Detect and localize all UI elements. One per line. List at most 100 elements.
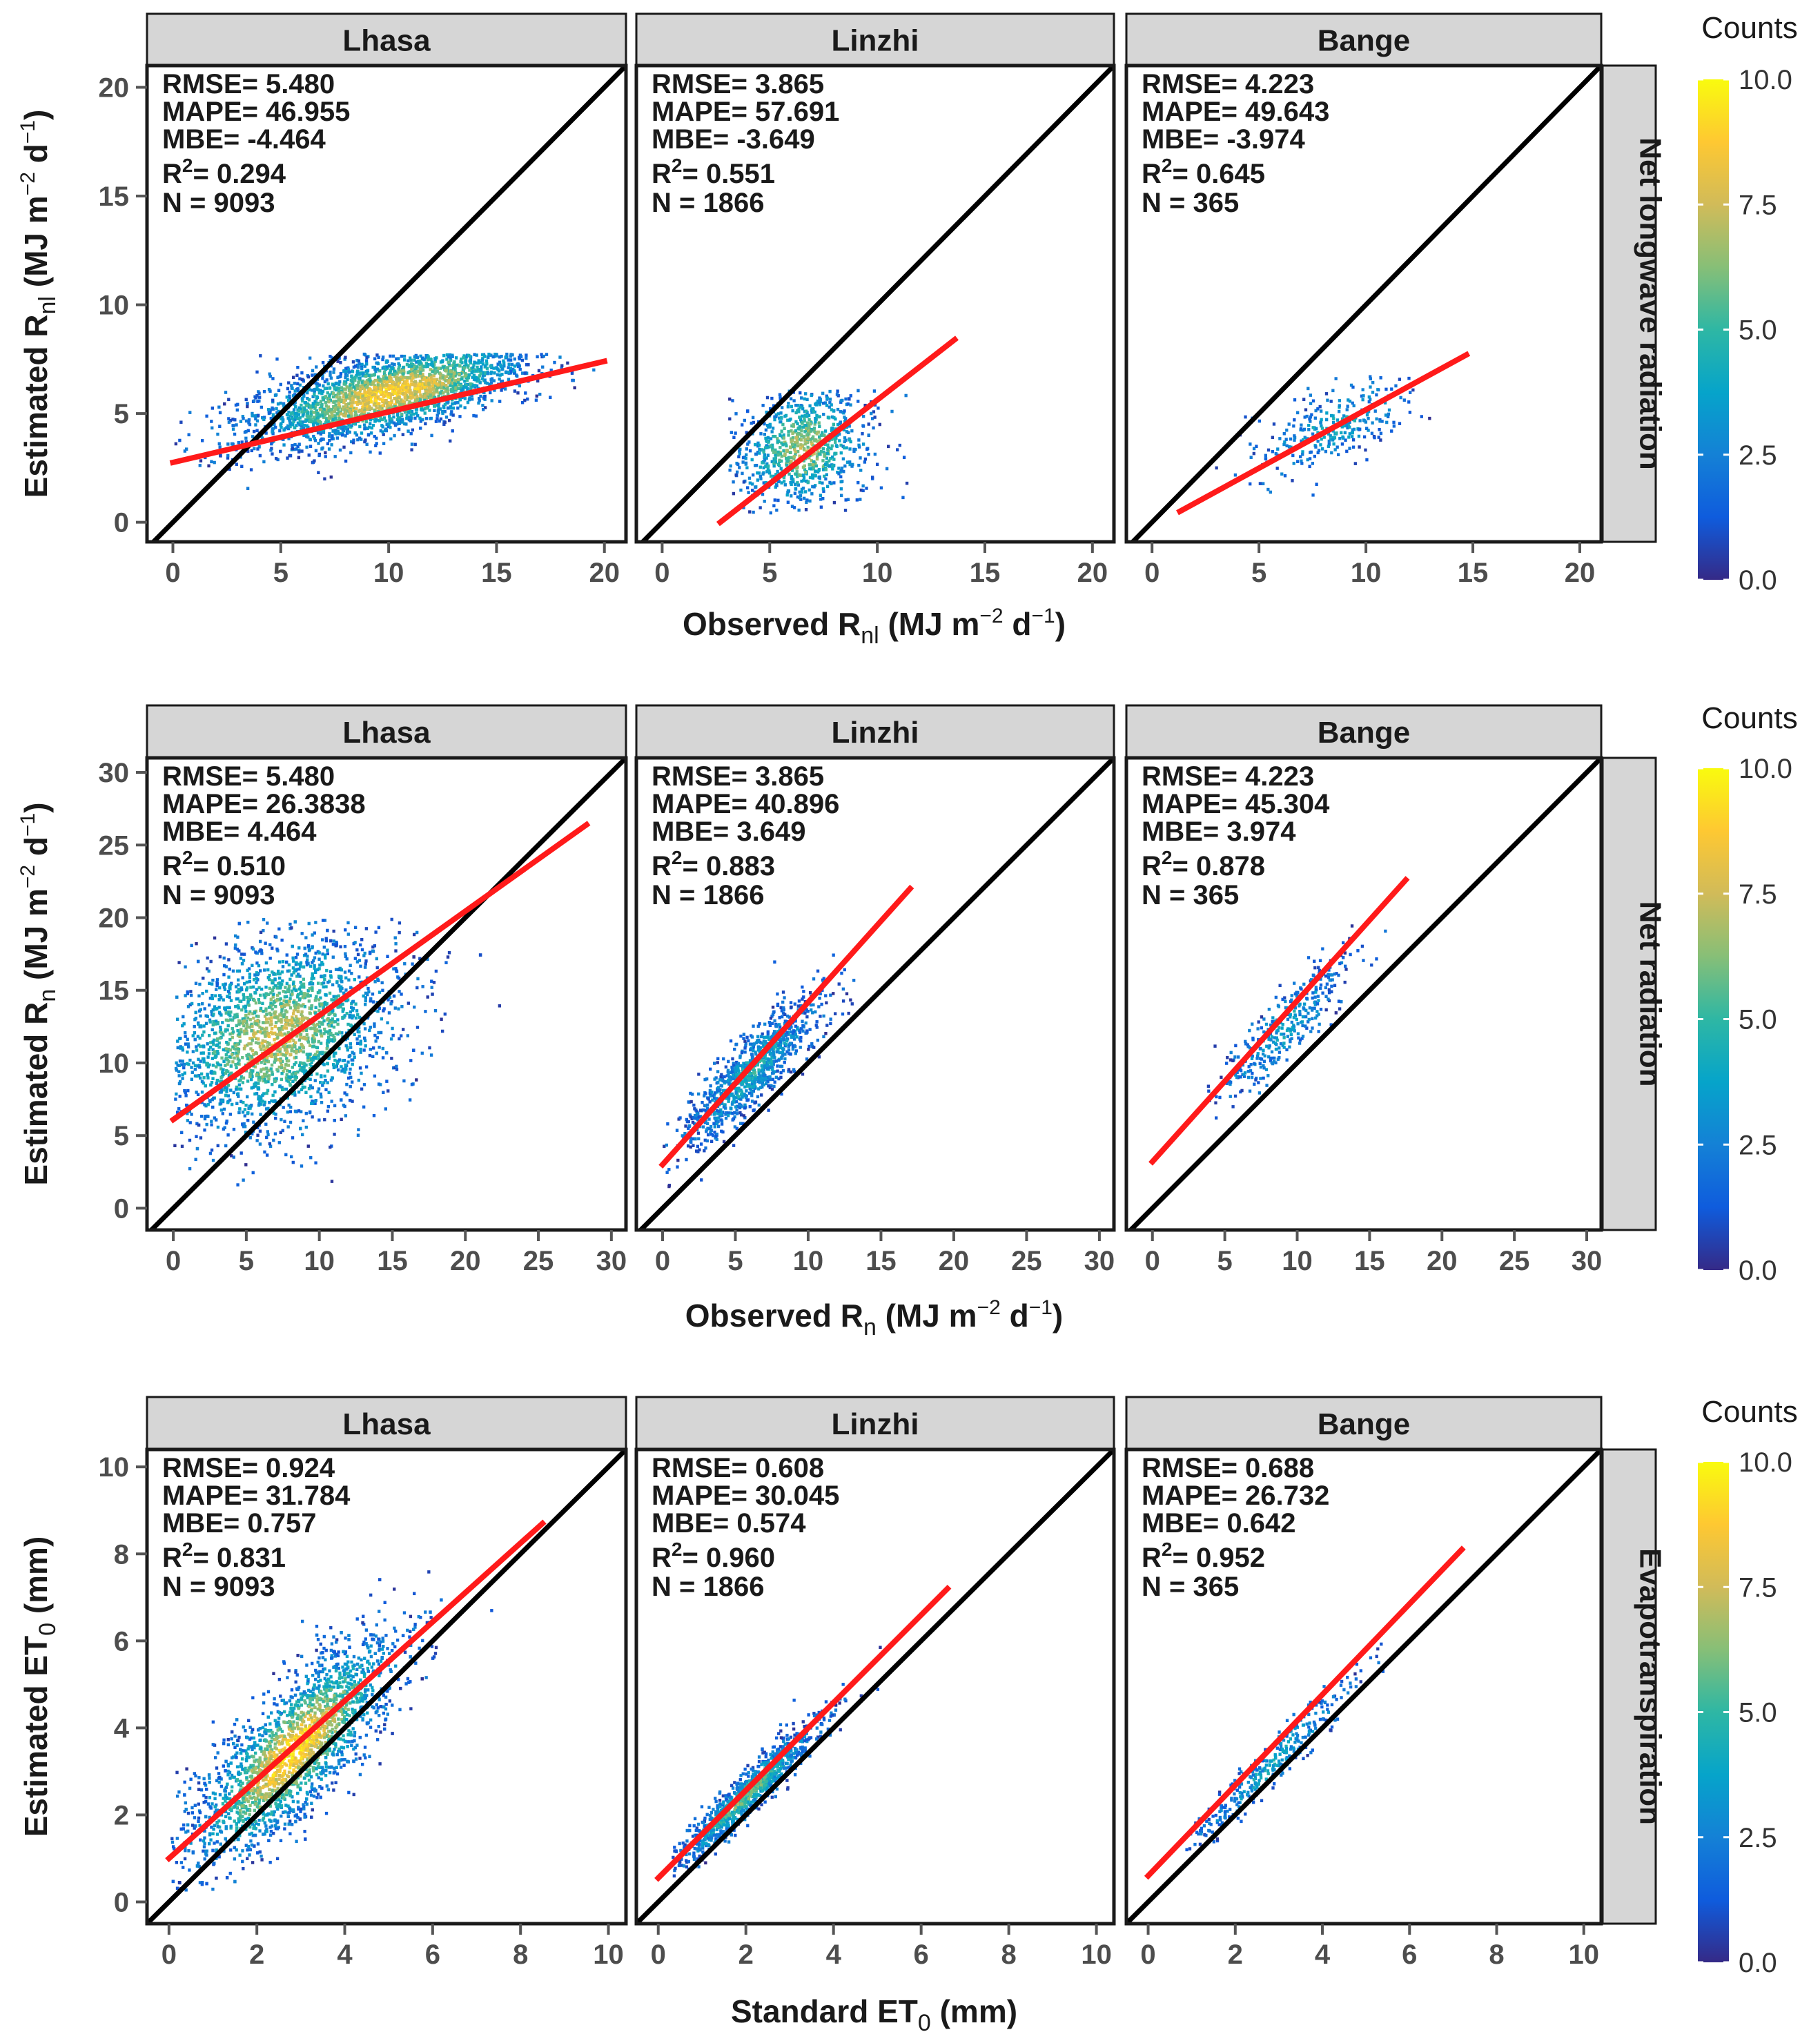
count-cell [282, 1069, 285, 1073]
count-cell [374, 404, 378, 408]
count-cell [322, 398, 326, 402]
count-cell [305, 432, 309, 436]
count-cell [828, 405, 831, 409]
count-cell [791, 445, 795, 449]
y-axis-title: Estimated Rnl (MJ m−2 d−1) [17, 110, 61, 498]
count-cell [389, 437, 393, 441]
count-cell [408, 400, 411, 404]
count-cell [395, 376, 398, 380]
count-cell [341, 1002, 344, 1006]
count-cell [319, 430, 322, 434]
count-cell [183, 449, 187, 453]
count-cell [304, 1111, 308, 1115]
count-cell [812, 485, 816, 489]
count-cell [509, 353, 513, 356]
count-cell [251, 411, 254, 416]
count-cell [1319, 409, 1323, 413]
count-cell [364, 996, 368, 999]
count-cell [282, 403, 286, 407]
count-cell [1335, 431, 1338, 435]
axis-title-superscript: −2 [979, 605, 1003, 627]
count-cell [385, 381, 389, 384]
count-cell [416, 414, 420, 418]
count-cell [263, 1062, 266, 1065]
count-cell [353, 941, 357, 944]
count-cell [186, 1119, 190, 1122]
count-cell [1215, 466, 1218, 470]
count-cell [288, 414, 292, 418]
count-cell [293, 985, 296, 988]
count-cell [766, 453, 770, 457]
count-cell [1351, 401, 1354, 405]
count-cell [370, 426, 374, 430]
count-cell [1332, 417, 1335, 420]
count-cell [321, 446, 324, 450]
count-cell [1278, 437, 1282, 440]
count-cell [382, 433, 385, 436]
count-cell [190, 1066, 193, 1069]
count-cell [844, 397, 848, 401]
count-cell [846, 498, 850, 501]
count-cell [411, 376, 415, 380]
count-cell [344, 955, 348, 959]
count-cell [292, 971, 295, 975]
count-cell [812, 428, 815, 432]
count-cell [440, 386, 443, 390]
count-cell [1327, 445, 1331, 448]
count-cell [817, 421, 821, 425]
count-cell [772, 474, 776, 478]
count-cell [492, 379, 496, 382]
count-cell [268, 389, 272, 393]
count-cell [313, 1100, 317, 1104]
count-cell [283, 1120, 286, 1123]
identity-line [639, 66, 1114, 542]
count-cell [838, 422, 841, 426]
count-cell [277, 969, 280, 973]
count-cell [843, 416, 846, 419]
n-value: 365 [1193, 188, 1239, 218]
count-cell [291, 417, 294, 420]
count-cell [799, 418, 803, 422]
count-cell [281, 418, 285, 422]
count-cell [246, 402, 249, 405]
count-cell [763, 433, 767, 436]
count-cell [311, 373, 314, 377]
count-cell [513, 371, 516, 375]
count-cell [1309, 415, 1312, 419]
count-cell [413, 390, 417, 393]
count-cell [373, 391, 376, 395]
count-cell [812, 427, 816, 430]
count-cell [443, 410, 447, 413]
count-cell [318, 414, 322, 418]
count-cell [1272, 422, 1276, 426]
count-cell [323, 1117, 326, 1122]
count-cell [470, 394, 473, 398]
count-cell [1350, 435, 1354, 438]
count-cell [364, 1003, 367, 1006]
count-cell [300, 371, 304, 375]
count-cell [313, 421, 317, 424]
count-cell [775, 484, 779, 487]
count-cell [752, 420, 755, 424]
count-cell [321, 396, 324, 400]
count-cell [1302, 427, 1307, 431]
count-cell [418, 373, 422, 378]
count-cell [803, 448, 806, 451]
count-cell [490, 399, 493, 402]
count-cell [378, 369, 382, 373]
count-cell [264, 941, 267, 945]
count-cell [433, 1008, 438, 1013]
count-cell [347, 387, 351, 390]
count-cell [375, 1036, 379, 1039]
count-cell [1408, 411, 1412, 414]
count-cell [385, 406, 389, 410]
count-cell [1309, 402, 1313, 405]
count-cell [276, 1053, 280, 1057]
rmse-text: RMSE= 4.223 [1142, 69, 1314, 99]
count-cell [405, 398, 409, 402]
count-cell [545, 353, 549, 356]
count-cell [217, 1006, 221, 1009]
count-cell [351, 376, 355, 380]
count-cell [1313, 416, 1317, 420]
count-cell [239, 1030, 243, 1034]
